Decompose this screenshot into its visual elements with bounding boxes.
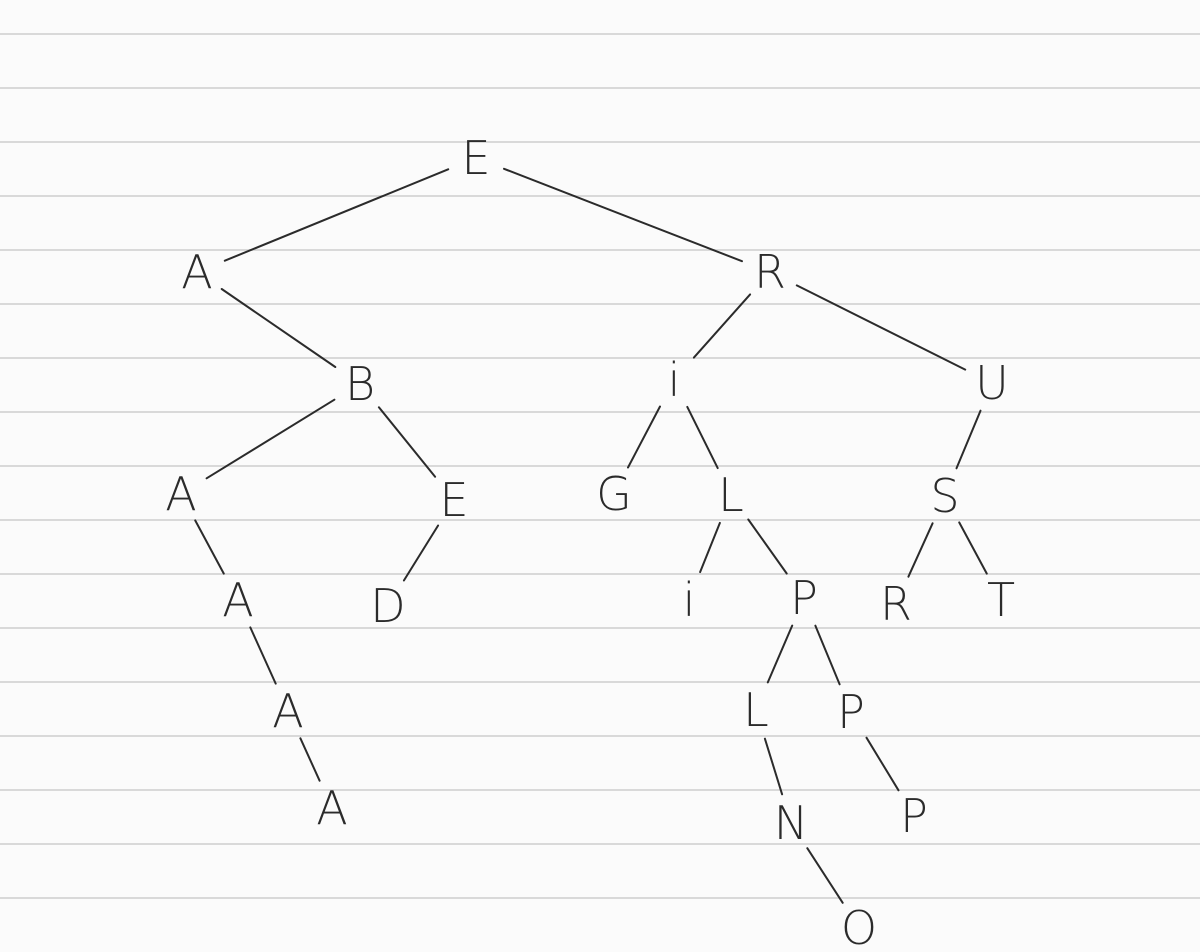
tree-edge: [249, 626, 277, 685]
node-r: R: [754, 245, 786, 299]
node-e-root: E: [461, 131, 490, 185]
node-d: D: [370, 579, 405, 633]
tree-edge: [907, 522, 934, 578]
node-a: A: [181, 245, 212, 299]
tree-edge: [814, 624, 841, 686]
tree-edge: [763, 737, 784, 796]
node-p: P: [900, 789, 928, 843]
node-p: P: [790, 571, 818, 625]
tree-edge: [766, 624, 794, 684]
tree-edge: [955, 409, 982, 470]
tree-edge: [806, 847, 844, 904]
node-a: A: [316, 781, 347, 835]
tree-edge: [958, 521, 988, 575]
tree-edges: [194, 167, 988, 904]
node-t: T: [987, 573, 1015, 627]
node-e: E: [439, 473, 468, 527]
node-s: S: [930, 469, 959, 523]
node-b: B: [345, 357, 375, 411]
tree-edge: [223, 168, 450, 262]
node-l: L: [743, 683, 769, 737]
node-o: O: [841, 901, 877, 952]
tree-edge: [402, 524, 440, 582]
tree-edge: [795, 284, 967, 371]
tree-edge: [377, 406, 437, 478]
node-n: N: [774, 796, 808, 850]
tree-edge: [699, 521, 721, 574]
node-u: U: [975, 356, 1009, 410]
node-a: A: [272, 684, 303, 738]
tree-edge: [205, 398, 336, 480]
node-a: A: [222, 573, 253, 627]
tree-edge: [686, 405, 719, 470]
node-p: P: [837, 685, 865, 739]
node-r: R: [880, 577, 912, 631]
tree-edge: [220, 288, 337, 368]
node-l: L: [718, 468, 744, 522]
node-i: i: [668, 353, 681, 407]
tree-edge: [627, 405, 661, 469]
ruled-lines: [0, 33, 1200, 899]
tree-edge: [692, 293, 752, 359]
tree-edge: [747, 518, 788, 575]
node-a: A: [165, 467, 196, 521]
tree-edge: [194, 519, 225, 575]
tree-nodes: E A R B i U A E G L S A D i P R T A L P …: [165, 131, 1015, 952]
node-i: i: [683, 573, 696, 627]
tree-edge: [503, 167, 743, 263]
tree-edge: [299, 737, 321, 782]
node-g: G: [596, 467, 632, 521]
tree-edge: [865, 736, 900, 792]
